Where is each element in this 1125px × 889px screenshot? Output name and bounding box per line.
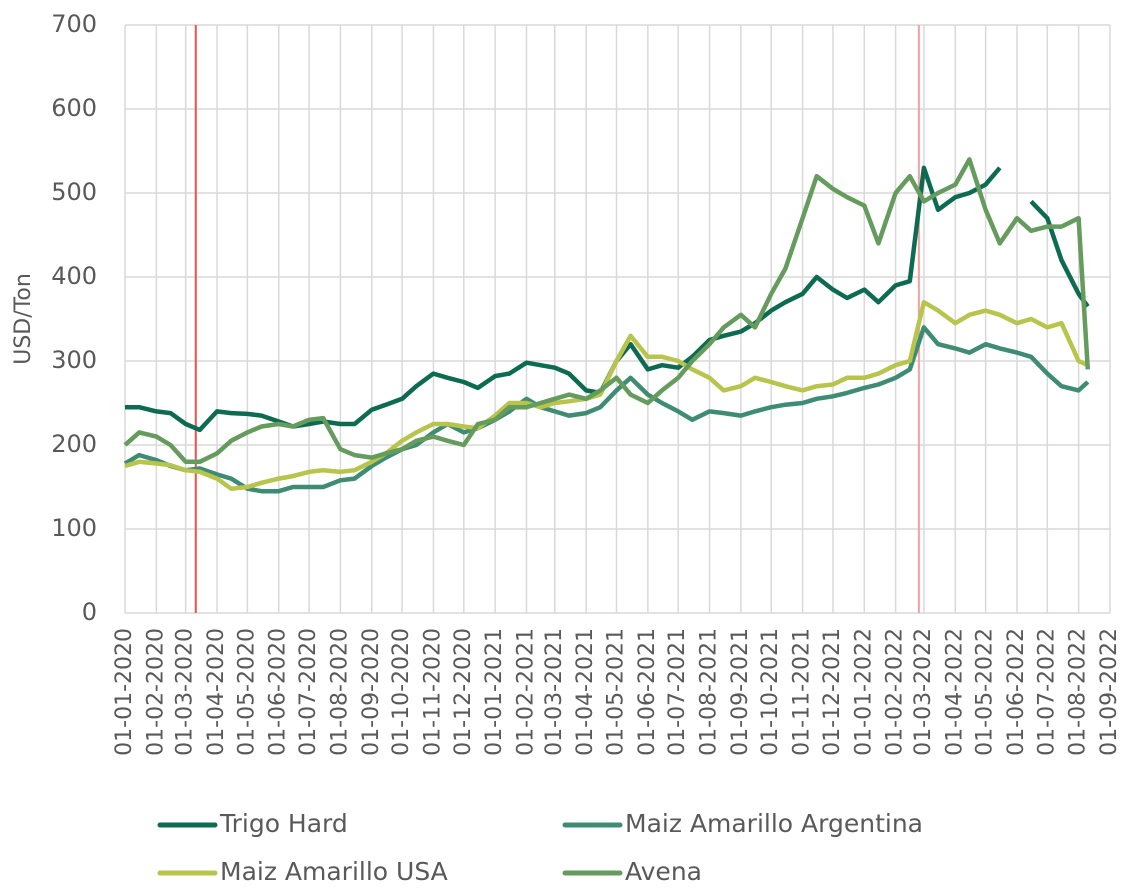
x-tick-label: 01-08-2020 [327, 628, 352, 756]
x-tick-label: 01-05-2020 [234, 628, 259, 756]
x-tick-label: 01-07-2020 [296, 628, 321, 756]
x-tick-label: 01-10-2021 [758, 628, 783, 756]
x-tick-label: 01-09-2021 [728, 628, 753, 756]
x-tick-label: 01-06-2022 [1004, 628, 1029, 756]
y-tick-label: 700 [51, 10, 97, 38]
x-tick-label: 01-12-2021 [820, 628, 845, 756]
x-tick-label: 01-04-2022 [942, 628, 967, 756]
x-tick-label: 01-06-2021 [635, 628, 660, 756]
y-tick-label: 300 [51, 346, 97, 374]
x-tick-label: 01-03-2020 [173, 628, 198, 756]
x-tick-label: 01-07-2022 [1034, 628, 1059, 756]
x-tick-label: 01-02-2022 [883, 628, 908, 756]
x-tick-label: 01-11-2020 [420, 628, 445, 756]
x-tick-label: 01-01-2020 [112, 628, 137, 756]
y-tick-label: 500 [51, 178, 97, 206]
x-tick-label: 01-04-2021 [573, 628, 598, 756]
x-tick-label: 01-02-2021 [513, 628, 538, 756]
y-tick-label: 600 [51, 94, 97, 122]
series-line [123, 325, 1090, 494]
x-tick-label: 01-01-2022 [851, 628, 876, 756]
x-tick-label: 01-08-2021 [697, 628, 722, 756]
x-tick-label: 01-10-2020 [389, 628, 414, 756]
x-tick-label: 01-11-2021 [790, 628, 815, 756]
x-tick-label: 01-09-2022 [1097, 628, 1122, 756]
y-tick-label: 0 [82, 598, 97, 626]
series-line [123, 157, 1091, 465]
series-line [124, 299, 1089, 491]
x-tick-label: 01-02-2020 [143, 628, 168, 756]
x-tick-label: 01-03-2022 [911, 628, 936, 756]
series-line [125, 165, 1002, 433]
x-tick-label: 01-05-2022 [973, 628, 998, 756]
y-axis-label: USD/Ton [11, 273, 36, 365]
y-tick-label: 400 [51, 262, 97, 290]
x-tick-label: 01-12-2020 [451, 628, 476, 756]
x-tick-label: 01-03-2021 [542, 628, 567, 756]
legend-label: Avena [625, 857, 702, 886]
y-tick-label: 200 [51, 430, 97, 458]
x-tick-label: 01-05-2021 [603, 628, 628, 756]
x-tick-label: 01-04-2020 [204, 628, 229, 756]
x-tick-label: 01-09-2020 [359, 628, 384, 756]
legend-label: Trigo Hard [219, 809, 348, 838]
legend-label: Maiz Amarillo USA [220, 857, 448, 886]
legend-label: Maiz Amarillo Argentina [625, 809, 923, 838]
y-tick-label: 100 [51, 514, 97, 542]
x-tick-label: 01-06-2020 [266, 628, 291, 756]
x-tick-label: 01-01-2021 [482, 628, 507, 756]
x-tick-label: 01-07-2021 [665, 628, 690, 756]
x-tick-label: 01-08-2022 [1066, 628, 1091, 756]
